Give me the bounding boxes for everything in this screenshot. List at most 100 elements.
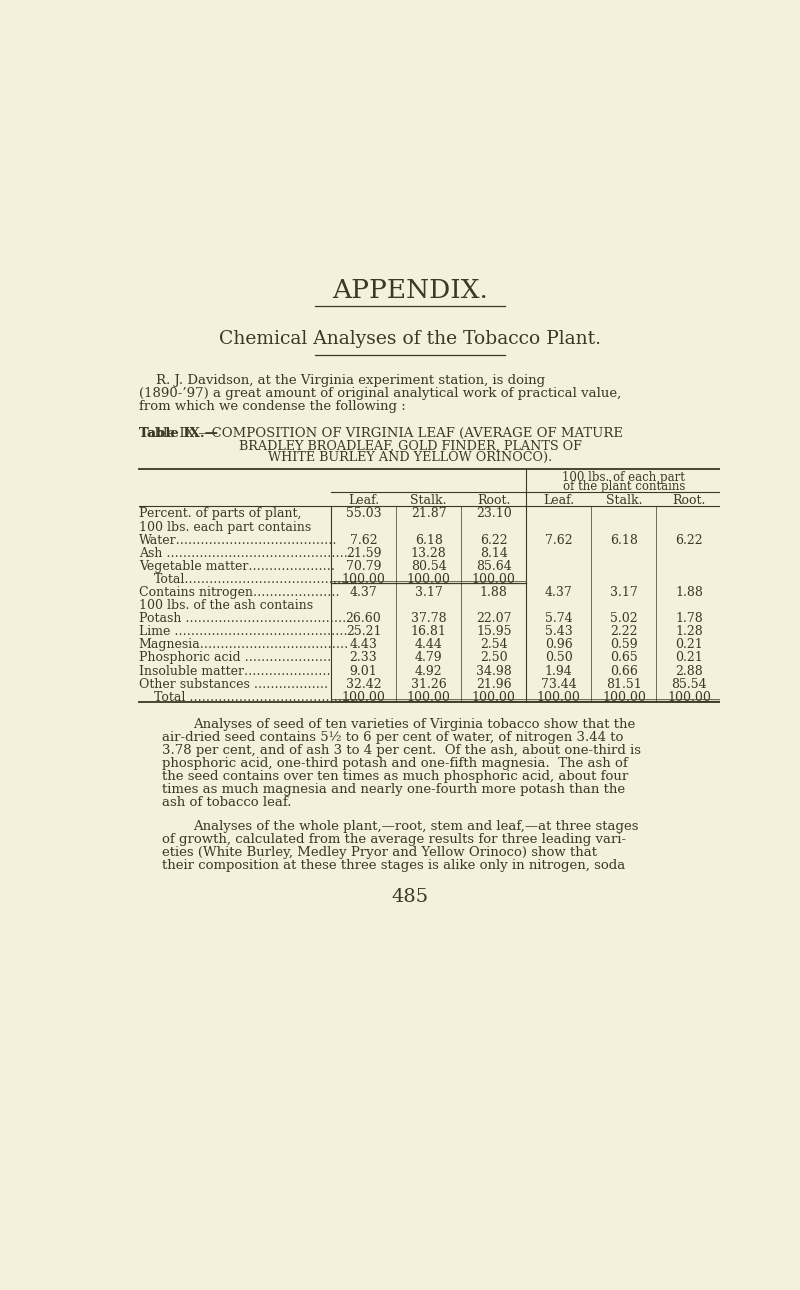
Text: 5.43: 5.43 <box>545 626 573 639</box>
Text: 6.18: 6.18 <box>610 534 638 547</box>
Text: 1.88: 1.88 <box>675 586 703 599</box>
Text: 100.00: 100.00 <box>342 690 386 704</box>
Text: Total ……………………………………: Total …………………………………… <box>154 690 363 704</box>
Text: Insoluble matter…………………: Insoluble matter………………… <box>138 664 330 677</box>
Text: 81.51: 81.51 <box>606 677 642 690</box>
Text: 0.96: 0.96 <box>545 639 573 651</box>
Text: ash of tobacco leaf.: ash of tobacco leaf. <box>162 796 291 809</box>
Text: Chemical Analyses of the Tobacco Plant.: Chemical Analyses of the Tobacco Plant. <box>219 330 601 348</box>
Text: Table IX.—COMPOSITION OF VIRGINIA LEAF (AVERAGE OF MATURE: Table IX.—COMPOSITION OF VIRGINIA LEAF (… <box>138 427 622 440</box>
Text: Water…………………………………: Water………………………………… <box>138 534 338 547</box>
Text: 22.07: 22.07 <box>476 613 511 626</box>
Text: from which we condense the following :: from which we condense the following : <box>138 400 406 413</box>
Text: Leaf.: Leaf. <box>543 494 574 507</box>
Text: Root.: Root. <box>672 494 706 507</box>
Text: 6.22: 6.22 <box>480 534 507 547</box>
Text: Percent. of parts of plant,: Percent. of parts of plant, <box>138 507 301 520</box>
Text: 85.64: 85.64 <box>476 560 511 573</box>
Text: Vegetable matter…………………: Vegetable matter………………… <box>138 560 334 573</box>
Text: 32.42: 32.42 <box>346 677 382 690</box>
Text: 0.21: 0.21 <box>675 639 703 651</box>
Text: 31.26: 31.26 <box>410 677 446 690</box>
Text: 0.50: 0.50 <box>545 651 573 664</box>
Text: 73.44: 73.44 <box>541 677 577 690</box>
Text: 5.02: 5.02 <box>610 613 638 626</box>
Text: 55.03: 55.03 <box>346 507 382 520</box>
Text: 3.17: 3.17 <box>610 586 638 599</box>
Text: Stalk.: Stalk. <box>410 494 447 507</box>
Text: 2.33: 2.33 <box>350 651 378 664</box>
Text: 70.79: 70.79 <box>346 560 382 573</box>
Text: Leaf.: Leaf. <box>348 494 379 507</box>
Text: Contains nitrogen…………………: Contains nitrogen………………… <box>138 586 339 599</box>
Text: of growth, calculated from the average results for three leading vari-: of growth, calculated from the average r… <box>162 833 626 846</box>
Text: 100.00: 100.00 <box>342 573 386 586</box>
Text: of the plant contains: of the plant contains <box>562 480 685 493</box>
Text: Ash ………………………………………: Ash ……………………………………… <box>138 547 352 560</box>
Text: 1.88: 1.88 <box>480 586 508 599</box>
Text: eties (White Burley, Medley Pryor and Yellow Orinoco) show that: eties (White Burley, Medley Pryor and Ye… <box>162 846 597 859</box>
Text: BRADLEY BROADLEAF, GOLD FINDER, PLANTS OF: BRADLEY BROADLEAF, GOLD FINDER, PLANTS O… <box>238 440 582 453</box>
Text: 100.00: 100.00 <box>667 690 711 704</box>
Text: 37.78: 37.78 <box>410 613 446 626</box>
Text: 2.54: 2.54 <box>480 639 507 651</box>
Text: air-dried seed contains 5½ to 6 per cent of water, of nitrogen 3.44 to: air-dried seed contains 5½ to 6 per cent… <box>162 730 623 744</box>
Text: Magnesia………………………………: Magnesia……………………………… <box>138 639 349 651</box>
Text: the seed contains over ten times as much phosphoric acid, about four: the seed contains over ten times as much… <box>162 770 628 783</box>
Text: 485: 485 <box>391 888 429 906</box>
Text: APPENDIX.: APPENDIX. <box>332 279 488 303</box>
Text: 100 lbs. each part contains: 100 lbs. each part contains <box>138 521 311 534</box>
Text: 100.00: 100.00 <box>472 573 516 586</box>
Text: 4.79: 4.79 <box>414 651 442 664</box>
Text: 21.87: 21.87 <box>410 507 446 520</box>
Text: 100.00: 100.00 <box>406 690 450 704</box>
Text: 25.21: 25.21 <box>346 626 382 639</box>
Text: 34.98: 34.98 <box>476 664 511 677</box>
Text: 0.66: 0.66 <box>610 664 638 677</box>
Text: 80.54: 80.54 <box>410 560 446 573</box>
Text: 3.78 per cent, and of ash 3 to 4 per cent.  Of the ash, about one-third is: 3.78 per cent, and of ash 3 to 4 per cen… <box>162 744 641 757</box>
Text: 100.00: 100.00 <box>406 573 450 586</box>
Text: 6.22: 6.22 <box>675 534 703 547</box>
Text: 23.10: 23.10 <box>476 507 511 520</box>
Text: 0.21: 0.21 <box>675 651 703 664</box>
Text: 100.00: 100.00 <box>472 690 516 704</box>
Text: 4.43: 4.43 <box>350 639 378 651</box>
Text: 9.01: 9.01 <box>350 664 378 677</box>
Text: 21.96: 21.96 <box>476 677 511 690</box>
Text: times as much magnesia and nearly one-fourth more potash than the: times as much magnesia and nearly one-fo… <box>162 783 625 796</box>
Text: Other substances ………………: Other substances ……………… <box>138 677 328 690</box>
Text: 4.37: 4.37 <box>350 586 378 599</box>
Text: 2.88: 2.88 <box>675 664 703 677</box>
Text: Lime ……………………………………: Lime …………………………………… <box>138 626 347 639</box>
Text: Table IX.—: Table IX.— <box>138 427 218 440</box>
Text: their composition at these three stages is alike only in nitrogen, soda: their composition at these three stages … <box>162 859 626 872</box>
Text: Potash …………………………………: Potash ………………………………… <box>138 613 346 626</box>
Text: 6.18: 6.18 <box>414 534 442 547</box>
Text: 0.65: 0.65 <box>610 651 638 664</box>
Text: 1.28: 1.28 <box>675 626 703 639</box>
Text: 3.17: 3.17 <box>414 586 442 599</box>
Text: 26.60: 26.60 <box>346 613 382 626</box>
Text: 5.74: 5.74 <box>545 613 573 626</box>
Text: WHITE BURLEY AND YELLOW ORINOCO).: WHITE BURLEY AND YELLOW ORINOCO). <box>268 451 552 464</box>
Text: phosphoric acid, one-third potash and one-fifth magnesia.  The ash of: phosphoric acid, one-third potash and on… <box>162 757 628 770</box>
Text: 15.95: 15.95 <box>476 626 511 639</box>
Text: Phosphoric acid …………………: Phosphoric acid ………………… <box>138 651 331 664</box>
Text: 85.54: 85.54 <box>671 677 707 690</box>
Text: Analyses of seed of ten varieties of Virginia tobacco show that the: Analyses of seed of ten varieties of Vir… <box>193 717 635 730</box>
Text: 100.00: 100.00 <box>602 690 646 704</box>
Text: 4.92: 4.92 <box>414 664 442 677</box>
Text: 100 lbs. of the ash contains: 100 lbs. of the ash contains <box>138 599 313 611</box>
Text: (1890-’97) a great amount of original analytical work of practical value,: (1890-’97) a great amount of original an… <box>138 387 621 400</box>
Text: 7.62: 7.62 <box>545 534 573 547</box>
Text: 1.94: 1.94 <box>545 664 573 677</box>
Text: 13.28: 13.28 <box>410 547 446 560</box>
Text: 100 lbs. of each part: 100 lbs. of each part <box>562 471 686 484</box>
Text: Analyses of the whole plant,—root, stem and leaf,—at three stages: Analyses of the whole plant,—root, stem … <box>193 820 638 833</box>
Text: 2.50: 2.50 <box>480 651 507 664</box>
Text: R. J. Davidson, at the Virginia experiment station, is doing: R. J. Davidson, at the Virginia experime… <box>138 374 545 387</box>
Text: 21.59: 21.59 <box>346 547 382 560</box>
Text: 100.00: 100.00 <box>537 690 581 704</box>
Text: 0.59: 0.59 <box>610 639 638 651</box>
